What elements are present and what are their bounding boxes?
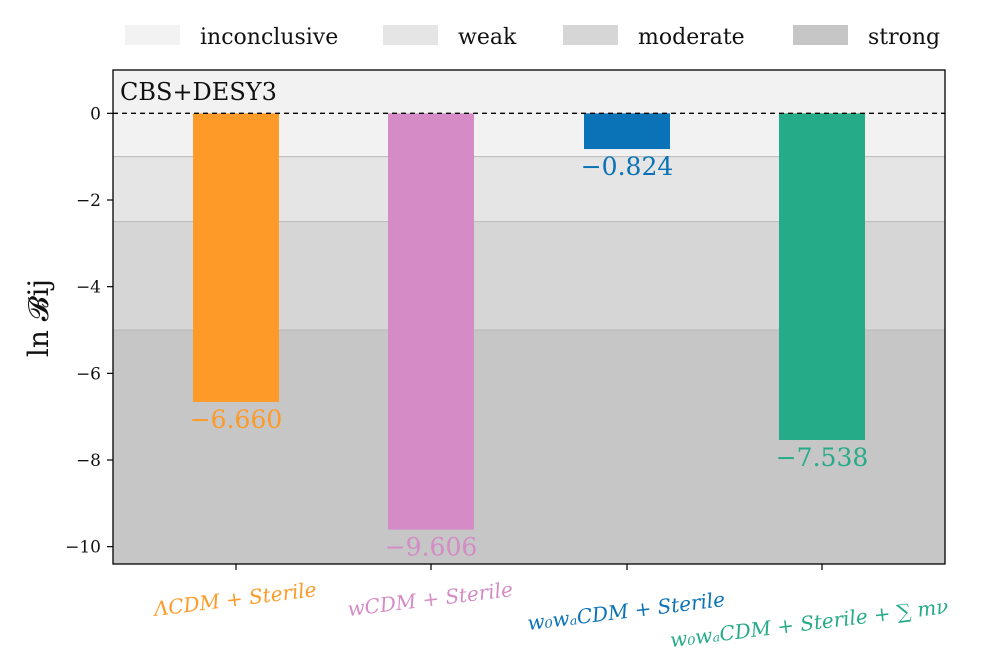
y-axis-label: ln 𝓑ij [22, 279, 55, 357]
legend-swatch [793, 25, 848, 45]
x-tick-label: ΛCDM + Sterile [151, 577, 318, 621]
y-tick-label: 0 [90, 104, 101, 124]
panel-label: CBS+DESY3 [120, 78, 277, 106]
legend-swatch [125, 25, 180, 45]
legend-swatch [383, 25, 438, 45]
y-tick-label: −10 [65, 538, 101, 558]
legend-swatch [563, 25, 618, 45]
plot-frame [112, 69, 946, 565]
y-tick-label: −4 [76, 278, 101, 298]
value-label: −7.538 [776, 443, 869, 472]
x-axis: ΛCDM + Sterile wCDM + Sterile w₀wₐCDM + St… [151, 564, 950, 652]
y-tick-label: −8 [76, 451, 101, 471]
legend-label: moderate [638, 25, 745, 50]
value-label: −0.824 [581, 152, 674, 181]
value-label: −6.660 [190, 405, 283, 434]
value-labels: −6.660 −9.606 −0.824 −7.538 [190, 152, 869, 562]
bar [193, 113, 279, 402]
legend: inconclusive weak moderate strong [125, 25, 940, 50]
bars [193, 113, 865, 530]
y-axis: 0 −2 −4 −6 −8 −10 [65, 104, 113, 558]
bar [388, 113, 474, 530]
y-tick-label: −6 [76, 364, 101, 384]
bar [584, 113, 670, 150]
x-tick-label: wCDM + Sterile [346, 577, 514, 621]
axes-frame [112, 69, 946, 565]
value-label: −9.606 [385, 533, 478, 562]
bar [779, 113, 865, 440]
legend-label: inconclusive [200, 25, 338, 50]
legend-label: weak [458, 25, 517, 50]
y-tick-label: −2 [76, 191, 101, 211]
legend-label: strong [868, 25, 940, 50]
